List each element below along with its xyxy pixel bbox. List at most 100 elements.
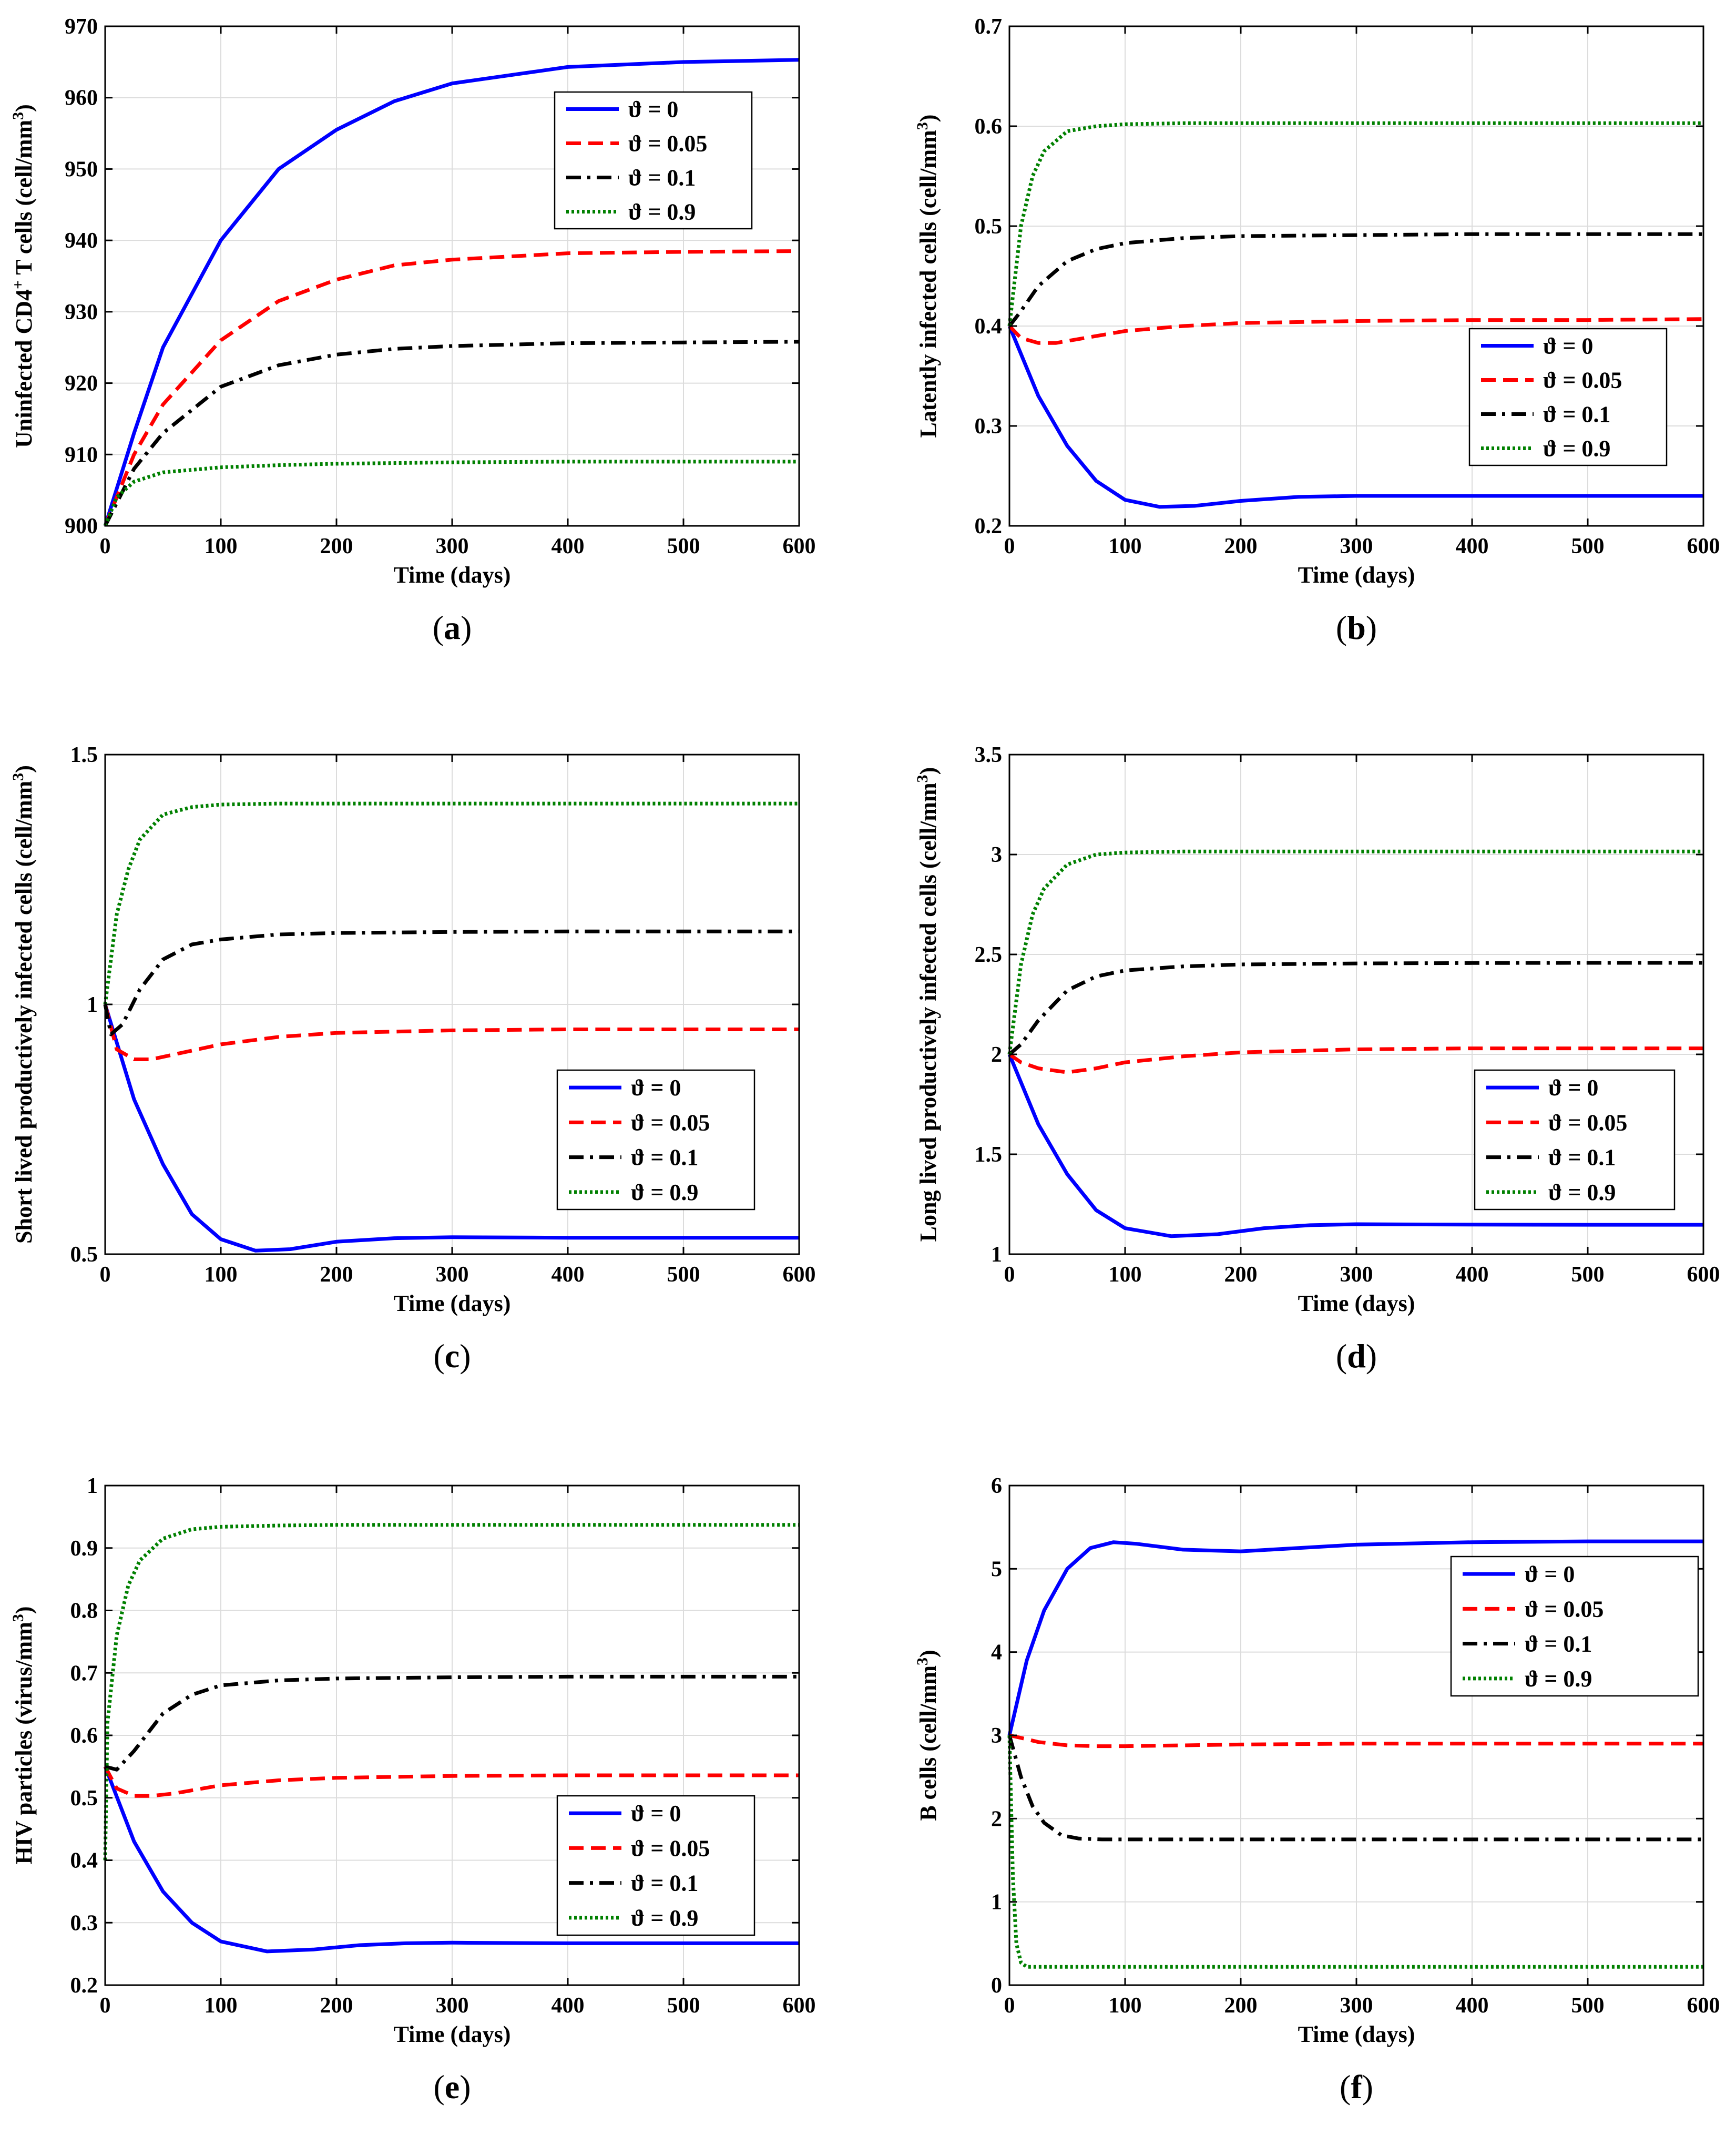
panel-f: 0 100 200 300 400 500 600 0 1 2 3 4 5 6 Time (days) B c…: [914, 1474, 1720, 2106]
legend-label: ϑ = 0: [631, 1801, 681, 1826]
panel-c: 0 100 200 300 400 500 600 0.5 1 1.5 Time (days) Sho…: [9, 743, 816, 1375]
x-tick-label: 300: [436, 534, 469, 558]
legend-label: ϑ = 0.9: [1548, 1180, 1616, 1205]
y-tick-label: 2: [991, 1043, 1002, 1067]
y-tick-label: 0.3: [975, 414, 1003, 439]
caption-paren: ): [461, 609, 472, 646]
legend: ϑ = 0 ϑ = 0.05 ϑ = 0.1 ϑ = 0.9: [556, 1795, 755, 1936]
legend-label: ϑ = 0.1: [1543, 402, 1610, 428]
caption-paren: ): [1366, 1337, 1377, 1375]
x-axis-label: Time (days): [1298, 1290, 1415, 1316]
x-tick-label: 200: [1224, 1263, 1258, 1287]
y-axis-label-part: Uninfected CD4: [11, 289, 37, 448]
panel-a: 0 100 200 300 400 500 600 900 910 920 930 940 950 960…: [9, 15, 816, 646]
x-tick-label: 0: [100, 1263, 111, 1287]
y-tick-label: 900: [65, 514, 98, 538]
y-tick-label: 1: [991, 1890, 1002, 1915]
legend-box: [556, 1795, 755, 1936]
panel-caption: (a): [433, 609, 472, 646]
legend-label: ϑ = 0.1: [1548, 1145, 1616, 1171]
x-tick-label: 200: [1224, 1994, 1258, 2018]
legend-label: ϑ = 0.1: [631, 1145, 698, 1171]
caption-paren: ): [459, 2068, 471, 2106]
x-axis-label: Time (days): [394, 1290, 511, 1316]
legend-label: ϑ = 0.9: [1543, 436, 1610, 462]
y-axis-label: Uninfected CD4+ T cells (cell/mm3): [9, 104, 37, 448]
legend: ϑ = 0 ϑ = 0.05 ϑ = 0.1 ϑ = 0.9: [556, 1069, 755, 1211]
y-axis-label-part: Long lived productively infected cells (…: [915, 782, 941, 1242]
y-tick-label: 0.6: [70, 1724, 98, 1748]
panel-b: 0 100 200 300 400 500 600 0.2 0.3 0.4 0.5 0.6 0.7 Tim…: [914, 15, 1720, 646]
caption-paren: (: [433, 2068, 444, 2106]
y-axis-label-superscript: 3: [914, 122, 931, 130]
y-tick-label: 5: [991, 1557, 1002, 1581]
panel-caption: (d): [1336, 1337, 1377, 1375]
caption-paren: (: [433, 1337, 444, 1375]
legend-box: [1468, 328, 1668, 466]
y-tick-label: 0.7: [70, 1661, 98, 1685]
series-line-3: [103, 460, 799, 527]
x-tick-label: 600: [783, 534, 816, 558]
series-line-1: [1009, 1733, 1703, 1748]
x-tick-label: 600: [1687, 534, 1720, 558]
caption-letter: e: [445, 2068, 459, 2106]
y-tick-label: 0.3: [70, 1911, 98, 1935]
y-tick-label: 0.8: [70, 1599, 98, 1623]
legend: ϑ = 0 ϑ = 0.05 ϑ = 0.1 ϑ = 0.9: [1474, 1069, 1676, 1211]
y-tick-label: 3: [991, 1724, 1002, 1748]
x-tick-label: 600: [1687, 1263, 1720, 1287]
y-tick-label: 950: [65, 157, 98, 181]
x-tick-label: 500: [667, 1994, 700, 2018]
y-tick-label: 0.9: [70, 1537, 98, 1561]
legend-label: ϑ = 0.1: [1525, 1631, 1592, 1657]
legend: ϑ = 0 ϑ = 0.05 ϑ = 0.1 ϑ = 0.9: [1450, 1556, 1699, 1697]
y-tick-label: 960: [65, 86, 98, 110]
x-tick-label: 600: [1687, 1994, 1720, 2018]
series-line-2: [103, 929, 799, 1036]
y-tick-label: 1.5: [975, 1143, 1003, 1167]
x-tick-label: 500: [1571, 534, 1605, 558]
series-line-2: [1008, 961, 1703, 1056]
legend-label: ϑ = 0.9: [631, 1180, 698, 1205]
y-tick-label: 920: [65, 372, 98, 396]
series-line-1: [1008, 317, 1704, 345]
caption-letter: d: [1347, 1337, 1366, 1375]
series-line-2: [105, 1674, 799, 1772]
x-tick-label: 0: [1004, 1994, 1015, 2018]
legend-box: [1450, 1556, 1699, 1697]
caption-paren: (: [1336, 609, 1347, 646]
x-tick-label: 400: [1456, 1994, 1489, 2018]
caption-letter: b: [1347, 609, 1366, 646]
x-tick-label: 600: [783, 1994, 816, 2018]
y-axis-label: HIV particles (virus/mm3): [9, 1607, 37, 1865]
series-line-0: [103, 1766, 799, 1954]
x-tick-label: 300: [1340, 534, 1373, 558]
legend-label: ϑ = 0.05: [1548, 1110, 1627, 1135]
legend-box: [1474, 1069, 1676, 1211]
y-axis-label-part: ): [11, 1607, 37, 1614]
legend-label: ϑ = 0.05: [1525, 1596, 1604, 1622]
caption-paren: (: [433, 609, 444, 646]
x-tick-label: 200: [1224, 534, 1258, 558]
y-axis-label-superscript: +: [9, 280, 27, 289]
y-axis-label-part: B cells (cell/mm: [915, 1665, 941, 1821]
y-tick-label: 4: [991, 1641, 1002, 1665]
y-tick-label: 1: [87, 993, 98, 1017]
legend-label: ϑ = 0.9: [1525, 1666, 1592, 1692]
x-tick-label: 100: [205, 534, 238, 558]
y-tick-label: 0.2: [70, 1974, 98, 1998]
y-axis-label-part: ): [915, 115, 941, 123]
y-axis-label-part: Short lived productively infected cells …: [11, 781, 37, 1244]
x-tick-label: 400: [552, 1994, 585, 2018]
series-line-3: [103, 801, 799, 1005]
y-axis-label: Long lived productively infected cells (…: [914, 767, 942, 1242]
x-tick-label: 300: [1340, 1263, 1373, 1287]
series-line-1: [103, 1765, 799, 1798]
x-tick-label: 400: [1456, 534, 1489, 558]
legend-label: ϑ = 0.1: [631, 1870, 698, 1896]
y-axis-label-superscript: 3: [914, 775, 931, 782]
y-tick-label: 0.5: [70, 1786, 98, 1811]
y-axis-label-superscript: 3: [9, 112, 27, 120]
caption-paren: ): [1362, 2068, 1373, 2106]
y-tick-label: 0: [991, 1974, 1002, 1998]
